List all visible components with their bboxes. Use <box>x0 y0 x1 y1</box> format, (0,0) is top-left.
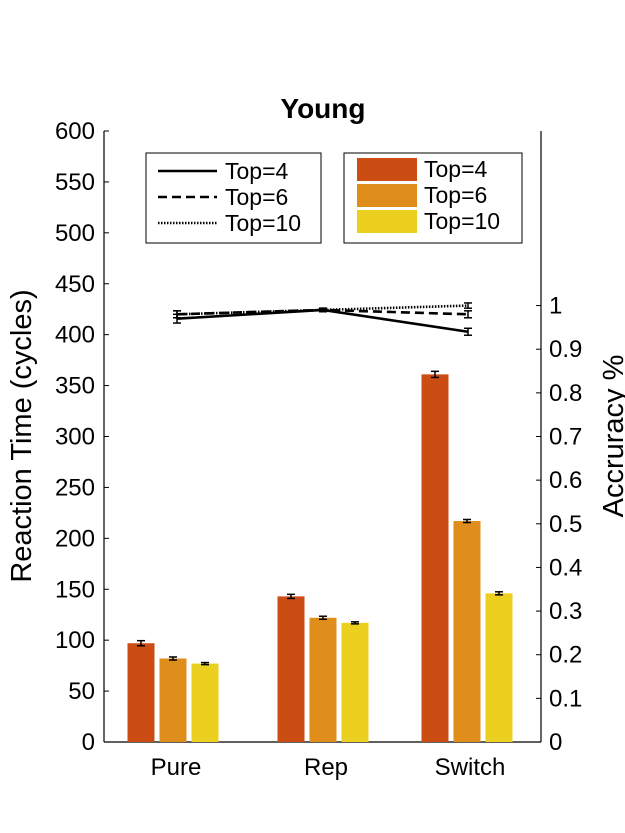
bar <box>159 658 187 742</box>
accuracy-line <box>176 304 469 316</box>
legend-bar-swatch <box>357 158 417 181</box>
bar <box>485 593 513 742</box>
y2-tick-label: 0.7 <box>549 424 582 451</box>
legend-bar-label: Top=6 <box>424 182 487 208</box>
y2-tick-label: 0 <box>549 729 562 756</box>
y-tick-label: 250 <box>55 474 95 501</box>
y2-tick-label: 1 <box>549 293 562 320</box>
y-tick-label: 300 <box>55 424 95 451</box>
legend-line-label: Top=4 <box>225 158 289 184</box>
y2-tick-label: 0.1 <box>549 685 582 712</box>
y2-tick-label: 0.2 <box>549 642 582 669</box>
y-tick-label: 450 <box>55 271 95 298</box>
y2-tick-label: 0.9 <box>549 336 582 363</box>
x-tick-label: Pure <box>151 754 202 781</box>
bar <box>453 521 481 742</box>
bar <box>191 663 219 742</box>
y2-axis-label: Accruracy % <box>598 355 625 518</box>
legend-bar-swatch <box>357 184 417 207</box>
y2-tick-label: 0.5 <box>549 511 582 538</box>
legend-line-label: Top=6 <box>225 184 288 210</box>
y-tick-label: 350 <box>55 373 95 400</box>
y2-tick-label: 0.6 <box>549 467 582 494</box>
bar <box>127 643 155 742</box>
y-tick-label: 550 <box>55 169 95 196</box>
legend-bar-label: Top=4 <box>424 156 488 182</box>
y-tick-label: 500 <box>55 220 95 247</box>
y2-tick-label: 0.3 <box>549 598 582 625</box>
bar <box>421 374 449 742</box>
y2-tick-label: 0.8 <box>549 380 582 407</box>
y-tick-label: 600 <box>55 118 95 145</box>
plot-area: 0 50 100 150 200 250 300 350 400 450 500 550 600 0 0.1… <box>55 118 582 781</box>
y-tick-label: 200 <box>55 525 95 552</box>
y-tick-label: 100 <box>55 627 95 654</box>
y-axis-label: Reaction Time (cycles) <box>6 289 38 582</box>
x-tick-label: Rep <box>304 754 348 781</box>
x-tick-label: Switch <box>435 754 506 781</box>
legend-bar-swatch <box>357 210 417 233</box>
legend-bar-label: Top=10 <box>424 208 500 234</box>
y2-tick-label: 0.4 <box>549 554 582 581</box>
y-tick-label: 50 <box>68 678 95 705</box>
bar <box>309 617 337 742</box>
bar <box>341 622 369 742</box>
y-tick-label: 150 <box>55 576 95 603</box>
y-tick-label: 0 <box>82 729 95 756</box>
bar <box>277 596 305 742</box>
legend-line-label: Top=10 <box>225 210 301 236</box>
chart-title: Young <box>280 93 365 124</box>
y-tick-label: 400 <box>55 322 95 349</box>
